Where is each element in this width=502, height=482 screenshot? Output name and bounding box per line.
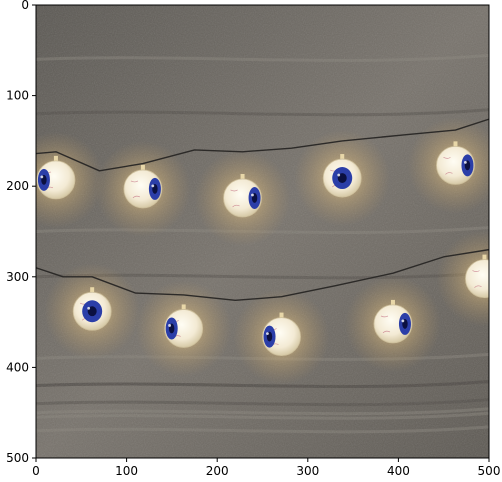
light-wire [36,248,489,302]
eyeball-light [436,141,475,185]
eye-veins [230,189,240,208]
bulb-cap [140,164,145,171]
x-tick-label: 300 [296,464,319,478]
eye-highlight [266,332,269,335]
eye-highlight [493,274,496,277]
x-tick-label: 0 [32,464,40,478]
y-tick-label: 500 [6,451,29,465]
eyeball-light [322,154,362,198]
eye-highlight [40,175,44,179]
y-tick-label: 0 [21,0,29,12]
x-tick-label: 200 [206,464,229,478]
light-wire [36,118,489,172]
x-axis: 0 100 200 300 400 500 [32,458,500,478]
eyeball-light [465,254,502,299]
eye-pupil [494,274,499,284]
y-tick-label: 300 [6,270,29,284]
eye-veins [443,157,453,175]
bulb-cap [240,173,245,180]
eyeball-layer [36,141,502,356]
y-tick-label: 400 [6,360,29,374]
x-tick-label: 400 [387,464,410,478]
eye-highlight [87,306,91,310]
y-tick-label: 200 [6,179,29,193]
wire-layer [36,118,489,302]
bulb-cap [340,154,345,161]
axes-frame [35,4,490,459]
bulb-cap [390,299,395,306]
eye-iris [490,268,502,290]
eye-highlight [401,319,405,323]
eyeball-light [36,155,76,200]
eye-highlight [463,160,467,164]
eyeball-light [72,287,112,331]
x-tick-label: 500 [478,464,501,478]
bulb-cap [53,155,58,162]
photo [36,5,502,458]
eyeball-light [373,299,413,344]
eye-highlight [151,184,155,188]
eye-veins [472,270,482,288]
x-tick-label: 100 [115,464,138,478]
bulb-cap [279,312,284,319]
eyeball-bulb [465,259,489,299]
eyeball-light [123,164,163,209]
y-axis: 0 100 200 300 400 500 [6,0,36,465]
eye-veins [380,315,391,334]
eye-veins [130,180,141,199]
eye-highlight [337,173,341,177]
light-glow [436,230,489,327]
eye-highlight [251,193,254,197]
eyeball-light [262,312,301,356]
bulb-cap [181,304,186,311]
bulb-cap [90,287,95,294]
y-tick-label: 100 [6,89,29,103]
eyeball-light [164,304,204,348]
eyeball-light [223,173,262,218]
bulb-cap [453,141,458,148]
eye-highlight [168,324,171,327]
bulb-cap [482,254,487,261]
